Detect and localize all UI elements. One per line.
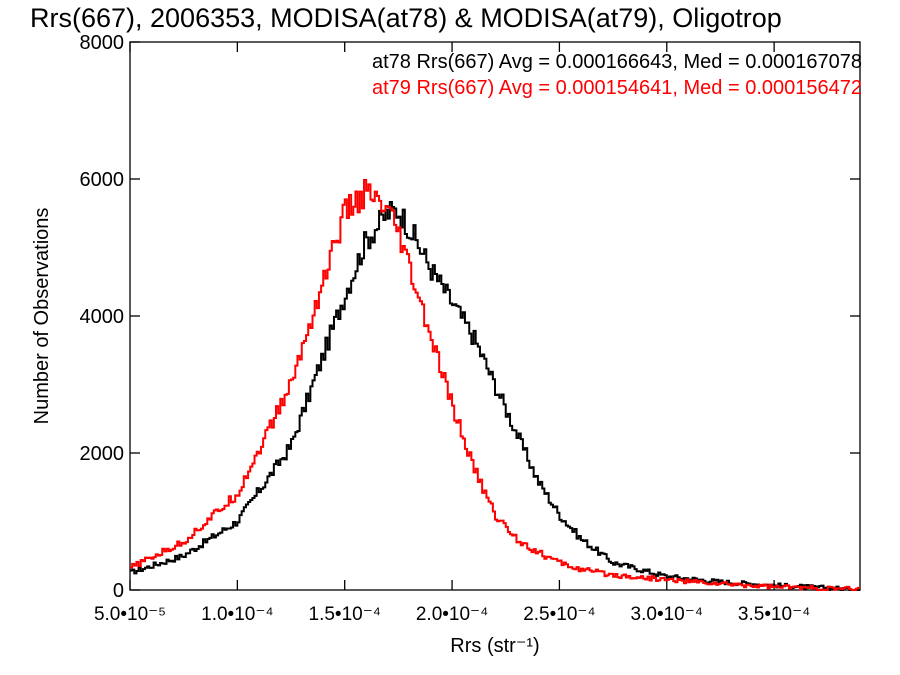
y-axis: 0 2000 4000 6000 8000: [80, 32, 860, 602]
y-tick-label: 6000: [80, 169, 125, 191]
x-tick-label: 3.5•10⁻⁴: [738, 604, 810, 625]
x-tick-label: 1.5•10⁻⁴: [309, 604, 381, 625]
x-tick-label: 1.0•10⁻⁴: [201, 604, 273, 625]
y-axis-label: Number of Observations: [31, 208, 53, 425]
annotation-at78: at78 Rrs(667) Avg = 0.000166643, Med = 0…: [372, 51, 862, 73]
x-axis-label: Rrs (str⁻¹): [450, 635, 539, 657]
series-layer: [130, 179, 860, 591]
series-line-1: [130, 179, 860, 591]
y-tick-label: 4000: [80, 306, 125, 328]
x-tick-label: 3.0•10⁻⁴: [631, 604, 703, 625]
x-tick-label: 5.0•10⁻⁵: [94, 604, 166, 625]
y-tick-label: 8000: [80, 32, 125, 54]
chart-title: Rrs(667), 2006353, MODISA(at78) & MODISA…: [30, 3, 782, 33]
series-line-0: [130, 201, 860, 591]
x-tick-label: 2.0•10⁻⁴: [416, 604, 488, 625]
annotation-at79: at79 Rrs(667) Avg = 0.000154641, Med = 0…: [372, 77, 862, 99]
y-tick-label: 2000: [80, 443, 125, 465]
x-tick-label: 2.5•10⁻⁴: [523, 604, 595, 625]
x-axis: 5.0•10⁻⁵ 1.0•10⁻⁴ 1.5•10⁻⁴ 2.0•10⁻⁴ 2.5•10⁻⁴…: [94, 42, 810, 625]
y-tick-label: 0: [113, 580, 124, 602]
plot-frame: [129, 41, 861, 591]
